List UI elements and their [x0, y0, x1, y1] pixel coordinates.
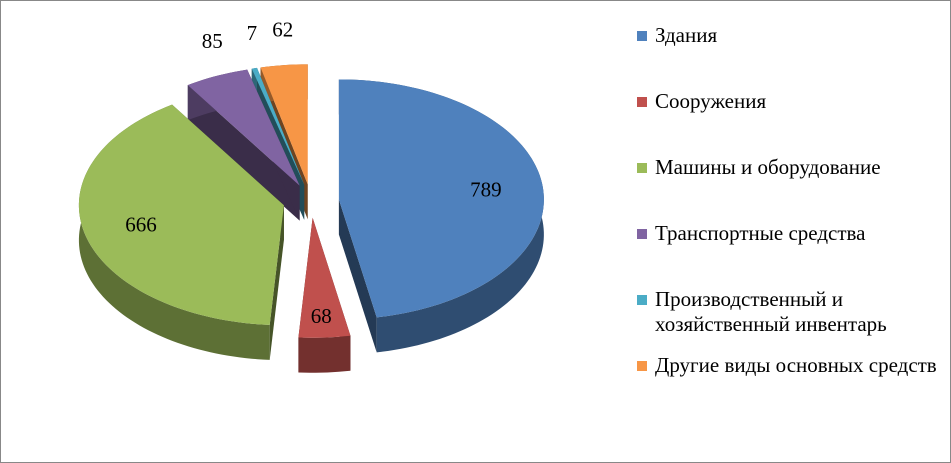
- legend-item: Производственный и хозяйственный инвента…: [637, 287, 937, 353]
- slice-side: [187, 85, 300, 221]
- legend-label: Здания: [655, 23, 718, 47]
- legend-label: Транспортные средства: [655, 221, 866, 245]
- plot: 789 68 666 85 7 62: [78, 17, 544, 373]
- slice-side: [269, 205, 284, 360]
- legend: Здания Сооружения Машины и оборудование Тра…: [637, 23, 937, 419]
- legend-label: Машины и оборудование: [655, 155, 881, 179]
- legend-item: Транспортные средства: [637, 221, 937, 287]
- legend-label: Другие виды основных средств: [655, 353, 937, 377]
- legend-swatch: [637, 97, 647, 107]
- slice: [187, 69, 300, 221]
- slice-side: [298, 335, 351, 373]
- data-label: 68: [311, 304, 332, 328]
- data-label: 62: [272, 17, 293, 41]
- slice-top: [251, 67, 305, 185]
- legend-swatch: [637, 229, 647, 239]
- legend-item: Сооружения: [637, 89, 937, 155]
- slice-top: [260, 64, 308, 185]
- data-label: 85: [202, 29, 223, 53]
- legend-label: Производственный и хозяйственный инвента…: [655, 287, 887, 336]
- slice: [338, 79, 544, 353]
- data-label: 666: [125, 213, 157, 237]
- slice-top: [298, 217, 351, 338]
- data-label: 789: [470, 177, 502, 201]
- legend-item: Машины и оборудование: [637, 155, 937, 221]
- legend-label: Сооружения: [655, 89, 767, 113]
- legend-item: Другие виды основных средств: [637, 353, 937, 419]
- legend-swatch: [637, 163, 647, 173]
- slice-top: [187, 69, 300, 186]
- slice-top: [338, 79, 544, 318]
- slice-side: [338, 199, 377, 353]
- slice-top: [78, 104, 284, 325]
- legend-swatch: [637, 361, 647, 371]
- slice: [298, 217, 351, 373]
- slice-side: [78, 104, 270, 360]
- legend-swatch: [637, 31, 647, 41]
- slice: [78, 104, 284, 360]
- data-label: 7: [247, 21, 258, 45]
- legend-swatch: [637, 295, 647, 305]
- legend-item: Здания: [637, 23, 937, 89]
